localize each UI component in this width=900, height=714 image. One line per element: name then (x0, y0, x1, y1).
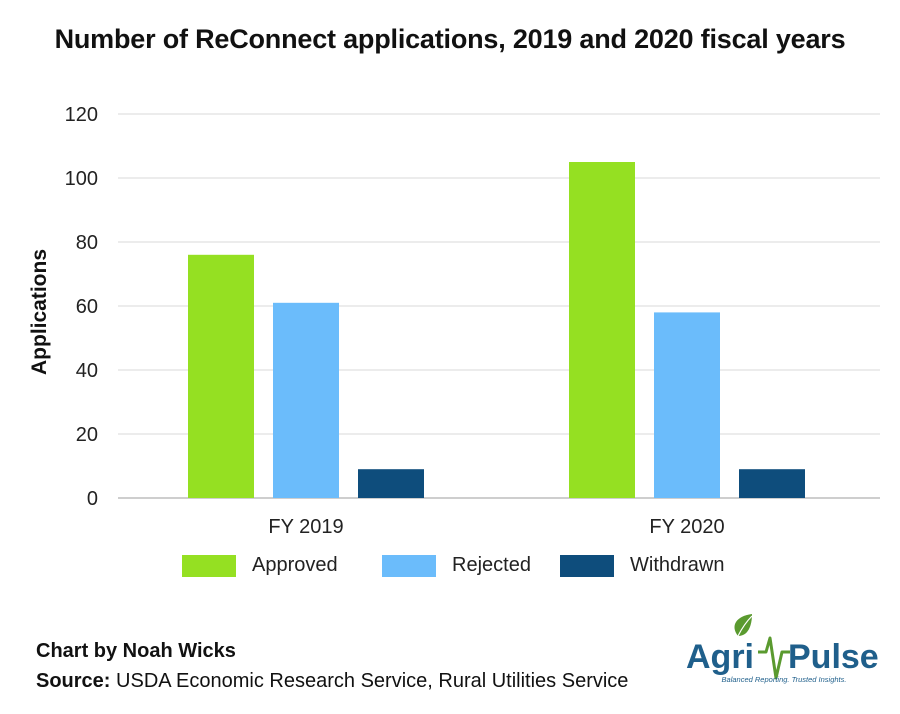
legend-label-withdrawn: Withdrawn (630, 554, 725, 576)
logo-text-agri: Agri (686, 638, 754, 676)
bar-withdrawn-fy-2019 (358, 469, 424, 498)
y-tick-label-100: 100 (65, 168, 98, 190)
bar-approved-fy-2020 (569, 162, 635, 498)
chart-title: Number of ReConnect applications, 2019 a… (54, 24, 846, 54)
legend-label-approved: Approved (252, 554, 338, 576)
y-tick-label-40: 40 (76, 360, 98, 382)
legend-item-withdrawn: Withdrawn (560, 554, 724, 577)
source-label: Source: (36, 670, 111, 692)
legend-swatch-rejected (382, 554, 436, 577)
x-axis-ticks: FY 2019 FY 2020 (268, 516, 724, 538)
bar-rejected-fy-2019 (273, 302, 339, 498)
footer: Chart by Noah Wicks Source: USDA Economi… (36, 636, 628, 696)
logo-tagline: Balanced Reporting. Trusted Insights. (722, 675, 847, 684)
source-text: USDA Economic Research Service, Rural Ut… (116, 670, 629, 692)
x-tick-label-fy-2019: FY 2019 (268, 516, 343, 538)
legend-swatch-approved (182, 554, 236, 577)
legend-swatch-withdrawn (560, 554, 614, 577)
legend-item-approved: Approved (182, 554, 338, 577)
pulse-line-icon (758, 636, 790, 680)
leaf-icon (734, 614, 752, 636)
bar-approved-fy-2019 (188, 254, 254, 498)
y-tick-label-120: 120 (65, 104, 98, 126)
bars (188, 162, 805, 498)
legend: Approved Rejected Withdrawn (0, 554, 900, 584)
x-tick-label-fy-2020: FY 2020 (649, 516, 724, 538)
y-tick-label-80: 80 (76, 232, 98, 254)
y-tick-label-60: 60 (76, 296, 98, 318)
legend-item-rejected: Rejected (382, 554, 531, 577)
bar-rejected-fy-2020 (654, 312, 720, 498)
agri-pulse-logo: Agri Pulse Balanced Reporting. Trusted I… (686, 614, 879, 684)
bar-withdrawn-fy-2020 (739, 469, 805, 498)
legend-label-rejected: Rejected (452, 554, 531, 576)
y-tick-label-0: 0 (87, 488, 98, 510)
logo-text-pulse: Pulse (788, 638, 879, 676)
y-tick-label-20: 20 (76, 424, 98, 446)
chart-source: Source: USDA Economic Research Service, … (36, 666, 628, 696)
chart-credit: Chart by Noah Wicks (36, 640, 236, 662)
y-axis-ticks: 0 20 40 60 80 100 120 (65, 104, 98, 510)
y-axis-label: Applications (28, 249, 51, 375)
